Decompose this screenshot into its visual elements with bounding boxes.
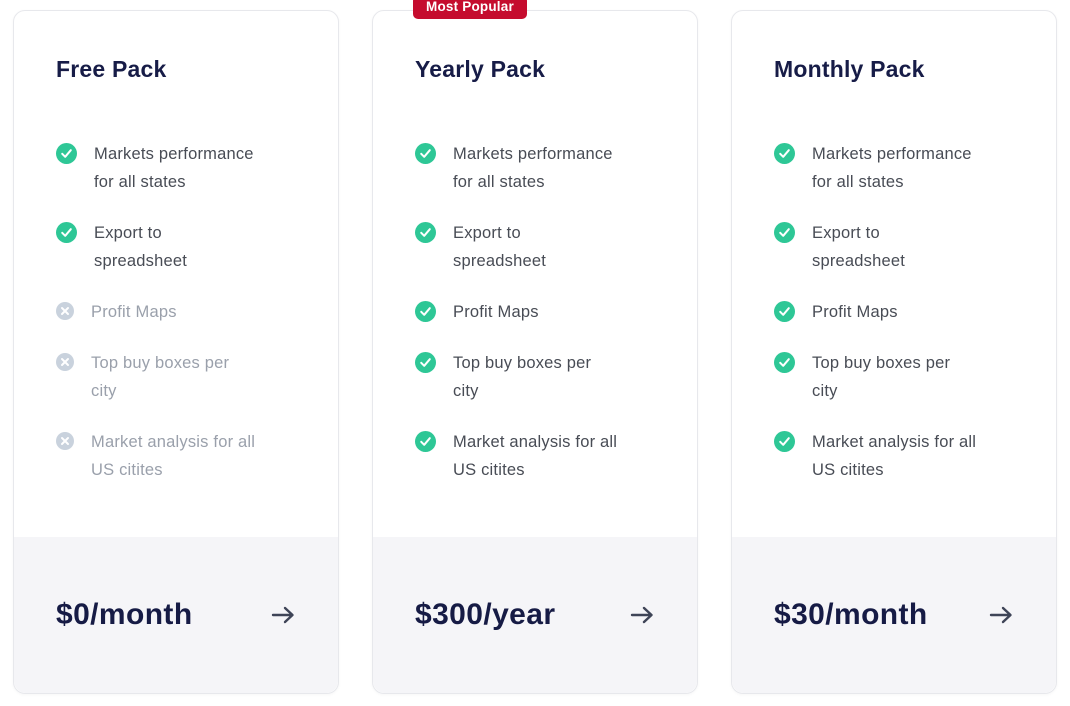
- check-icon: [415, 222, 436, 243]
- feature-item: Markets performance for all states: [56, 140, 298, 196]
- feature-item: Top buy boxes per city: [56, 349, 298, 405]
- feature-label: Market analysis for all US citites: [453, 433, 618, 479]
- card-body: Yearly Pack Markets performance for all …: [373, 11, 697, 537]
- feature-list: Markets performance for all states Expor…: [56, 140, 298, 484]
- check-icon: [415, 143, 436, 164]
- card-body: Monthly Pack Markets performance for all…: [732, 11, 1056, 537]
- feature-item: Profit Maps: [56, 298, 298, 326]
- check-icon: [415, 352, 436, 373]
- plan-title: Free Pack: [56, 56, 167, 82]
- feature-label: Market analysis for all US citites: [91, 433, 256, 479]
- check-icon: [415, 431, 436, 452]
- feature-label: Markets performance for all states: [812, 145, 972, 191]
- feature-item: Markets performance for all states: [774, 140, 1016, 196]
- feature-label: Markets performance for all states: [453, 145, 613, 191]
- feature-label: Top buy boxes per city: [812, 354, 951, 400]
- check-icon: [774, 222, 795, 243]
- check-icon: [774, 143, 795, 164]
- feature-label: Export to spreadsheet: [812, 224, 906, 270]
- feature-list: Markets performance for all states Expor…: [774, 140, 1016, 484]
- feature-item: Market analysis for all US citites: [415, 428, 657, 484]
- arrow-right-icon[interactable]: [270, 602, 296, 628]
- pricing-card-free: Free Pack Markets performance for all st…: [13, 10, 339, 694]
- feature-label: Export to spreadsheet: [453, 224, 547, 270]
- feature-item: Market analysis for all US citites: [56, 428, 298, 484]
- plan-title: Yearly Pack: [415, 56, 546, 82]
- arrow-right-icon[interactable]: [988, 602, 1014, 628]
- plan-cta-free[interactable]: $0/month: [14, 537, 338, 693]
- feature-label: Export to spreadsheet: [94, 224, 188, 270]
- cross-icon: [56, 302, 74, 320]
- pricing-card-yearly: Most Popular Yearly Pack Markets perform…: [372, 0, 698, 694]
- feature-item: Profit Maps: [415, 298, 657, 326]
- feature-list: Markets performance for all states Expor…: [415, 140, 657, 484]
- check-icon: [415, 301, 436, 322]
- pricing-card-monthly: Monthly Pack Markets performance for all…: [731, 10, 1057, 694]
- check-icon: [774, 352, 795, 373]
- feature-item: Export to spreadsheet: [56, 219, 298, 275]
- plan-price: $300/year: [415, 598, 556, 631]
- check-icon: [774, 431, 795, 452]
- most-popular-badge: Most Popular: [413, 0, 527, 19]
- feature-item: Market analysis for all US citites: [774, 428, 1016, 484]
- cross-icon: [56, 353, 74, 371]
- feature-item: Top buy boxes per city: [774, 349, 1016, 405]
- feature-label: Top buy boxes per city: [91, 354, 230, 400]
- plan-title: Monthly Pack: [774, 56, 925, 82]
- feature-item: Markets performance for all states: [415, 140, 657, 196]
- feature-item: Profit Maps: [774, 298, 1016, 326]
- feature-label: Markets performance for all states: [94, 145, 254, 191]
- feature-label: Top buy boxes per city: [453, 354, 592, 400]
- arrow-right-icon[interactable]: [629, 602, 655, 628]
- plan-cta-yearly[interactable]: $300/year: [373, 537, 697, 693]
- card-body: Free Pack Markets performance for all st…: [14, 11, 338, 537]
- feature-item: Export to spreadsheet: [415, 219, 657, 275]
- check-icon: [56, 222, 77, 243]
- feature-item: Export to spreadsheet: [774, 219, 1016, 275]
- plan-cta-monthly[interactable]: $30/month: [732, 537, 1056, 693]
- feature-item: Top buy boxes per city: [415, 349, 657, 405]
- plan-price: $30/month: [774, 598, 928, 631]
- check-icon: [56, 143, 77, 164]
- feature-label: Profit Maps: [812, 303, 898, 321]
- plan-price: $0/month: [56, 598, 193, 631]
- feature-label: Profit Maps: [453, 303, 539, 321]
- check-icon: [774, 301, 795, 322]
- feature-label: Market analysis for all US citites: [812, 433, 977, 479]
- feature-label: Profit Maps: [91, 303, 177, 321]
- cross-icon: [56, 432, 74, 450]
